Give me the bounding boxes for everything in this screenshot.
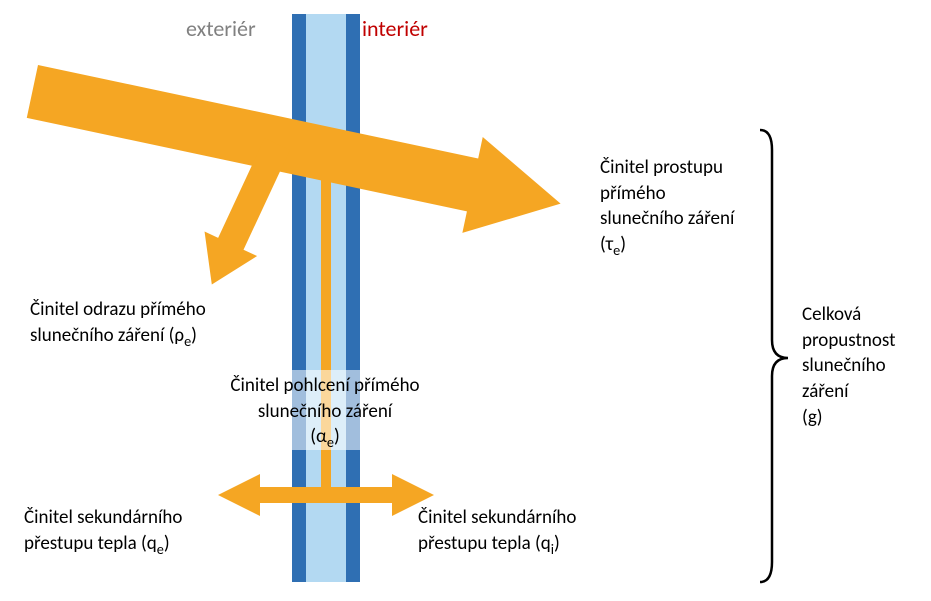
absorptance-label: Činitel pohlcení příméhoslunečního zářen… bbox=[190, 373, 460, 452]
interior-label: interiér bbox=[362, 15, 428, 42]
reflectance-label: Činitel odrazu příméhoslunečního záření … bbox=[30, 297, 240, 351]
secondary-interior-label: Činitel sekundárníhopřestupu tepla (qi) bbox=[418, 505, 618, 559]
total-g-label: Celkovápropustnostslunečního záření(g) bbox=[802, 302, 931, 430]
secondary-exterior-label: Činitel sekundárníhopřestupu tepla (qe) bbox=[24, 505, 224, 559]
exterior-label: exteriér bbox=[186, 15, 256, 42]
transmittance-label: Činitel prostupupříméhoslunečního záření… bbox=[600, 155, 780, 260]
